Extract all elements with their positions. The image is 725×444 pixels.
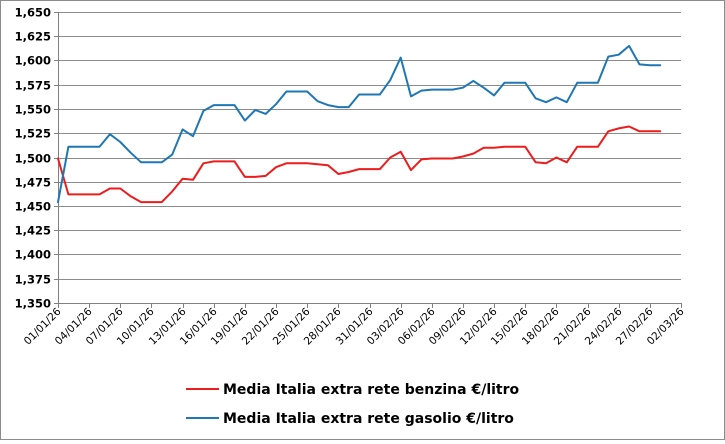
series-lines — [57, 44, 662, 204]
legend: Media Italia extra rete benzina €/litro … — [186, 382, 520, 427]
y-tick-label: 1,375 — [15, 273, 51, 287]
series-benzina — [57, 125, 662, 204]
y-tick-label: 1,650 — [15, 6, 51, 20]
y-tick-label: 1,575 — [15, 79, 51, 93]
y-tick-label: 1,450 — [15, 200, 51, 214]
grid-lines — [58, 12, 681, 304]
y-tick-label: 1,525 — [15, 127, 51, 141]
y-tick-label: 1,600 — [15, 54, 51, 68]
series-line — [57, 125, 662, 204]
y-axis-tick-labels: 1,350 1,375 1,400 1,425 1,450 1,475 1,500 1,525… — [15, 6, 51, 311]
y-tick-label: 1,475 — [15, 176, 51, 190]
y-tick-label: 1,425 — [15, 224, 51, 238]
axes — [54, 12, 682, 308]
y-tick-label: 1,400 — [15, 248, 51, 262]
legend-label-benzina: Media Italia extra rete benzina €/litro — [223, 382, 520, 398]
y-tick-label: 1,350 — [15, 297, 51, 311]
x-axis-tick-labels: 01/01/2604/01/2607/01/2610/01/2613/01/26… — [22, 305, 687, 347]
legend-label-gasolio: Media Italia extra rete gasolio €/litro — [223, 411, 514, 427]
y-tick-label: 1,500 — [15, 152, 51, 166]
y-tick-label: 1,625 — [15, 30, 51, 44]
y-tick-label: 1,550 — [15, 103, 51, 117]
series-gasolio — [57, 44, 662, 204]
series-line — [57, 44, 662, 204]
